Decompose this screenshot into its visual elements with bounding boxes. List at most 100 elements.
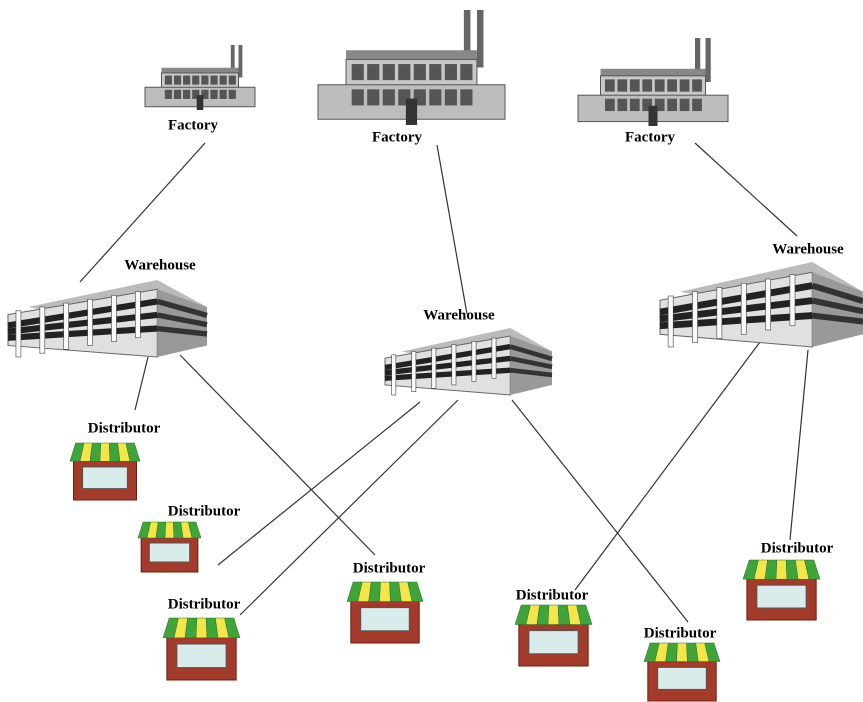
window [414,64,426,80]
window [642,79,652,91]
window [352,89,364,105]
window [183,76,190,85]
window [398,64,410,80]
node-label: Distributor [168,503,241,519]
distributor-icon [163,618,240,680]
window [460,64,472,80]
supply-chain-diagram: FactoryFactoryFactoryWarehouseWarehouseW… [0,0,863,702]
pillar [392,355,396,395]
node-label: Distributor [761,540,834,556]
edge [135,357,148,410]
window [201,76,208,85]
store-window [529,631,578,654]
window [383,89,395,105]
node-label: Distributor [644,625,717,641]
node-label: Distributor [88,420,161,436]
pillar [766,279,771,330]
distributor-icon [515,605,592,666]
pillar [692,292,697,343]
node-label: Factory [168,117,218,133]
window [692,99,702,111]
window [165,90,172,99]
pillar [412,351,416,391]
window [367,89,379,105]
window [460,89,472,105]
edge [437,145,467,314]
store-window [361,608,410,631]
window [605,79,615,91]
window [383,64,395,80]
awning-stripe [380,582,391,602]
distributor-icon [347,582,423,643]
factory-roof [346,50,477,59]
awning-stripe [548,605,559,625]
chimney [239,45,243,78]
factory-roof [162,68,239,73]
window [667,79,677,91]
pillar [111,295,116,341]
store-window [83,467,128,489]
pillar [717,288,722,339]
window [220,76,227,85]
window [667,99,677,111]
awning-stripe [776,560,787,579]
pillar [492,338,496,378]
factory-icon [145,45,255,110]
pillar [88,299,93,345]
window [367,64,379,80]
node-label: Distributor [353,560,426,576]
warehouse-icon [8,280,207,357]
window [183,90,190,99]
pillar [432,348,436,388]
distributor-icon [644,643,720,701]
window [352,64,364,80]
factory-icon [578,38,728,126]
window [429,89,441,105]
window [692,79,702,91]
pillar [452,345,456,385]
node-label: Warehouse [772,241,844,257]
chimney [477,10,484,68]
window [655,79,665,91]
door [197,95,204,110]
window [617,99,627,111]
edge [240,400,458,615]
distributor-icon [70,443,140,500]
store-window [149,543,189,562]
window [174,76,181,85]
node-label: Distributor [168,596,241,612]
store-window [757,585,806,608]
node-label: Warehouse [423,307,495,323]
factory-roof [601,69,706,76]
edge [695,143,797,236]
awning-stripe [196,618,207,638]
window [617,79,627,91]
edge [218,402,420,565]
window [220,90,227,99]
warehouse-icon [385,328,552,395]
pillar [741,283,746,334]
node-label: Warehouse [124,257,196,273]
distributor-icon [743,560,820,620]
window [165,76,172,85]
store-window [658,667,707,689]
window [630,99,640,111]
chimney [706,38,711,82]
window [445,89,457,105]
window [210,90,217,99]
node-label: Distributor [516,587,589,603]
window [210,76,217,85]
window [630,79,640,91]
edge [180,355,375,555]
window [605,99,615,111]
store-window [177,644,226,668]
pillar [668,296,673,347]
window [174,90,181,99]
pillar [135,292,140,338]
node-label: Factory [625,129,675,145]
door [406,99,417,125]
pillar [790,275,795,326]
pillar [16,311,21,357]
factory-icon [318,10,505,125]
window [229,76,236,85]
